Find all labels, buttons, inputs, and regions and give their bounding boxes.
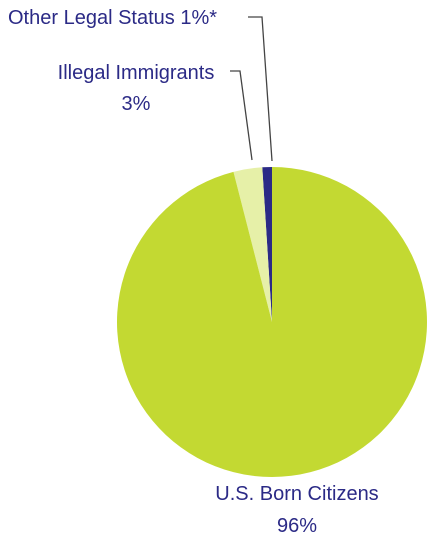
value-us-born-citizens: 96%	[277, 515, 317, 537]
leader-line-illegal-immigrants	[230, 70, 253, 161]
label-illegal-immigrants: Illegal Immigrants	[58, 62, 215, 84]
leader-line-other-legal-status	[248, 16, 273, 162]
value-illegal-immigrants: 3%	[122, 93, 151, 115]
pie-slice-illegal-immigrants	[233, 167, 272, 322]
pie-slice-other-legal-status	[262, 167, 272, 322]
label-us-born-citizens: U.S. Born Citizens	[215, 483, 378, 505]
pie-slices	[116, 166, 427, 477]
label-other-legal-status: Other Legal Status 1%*	[8, 7, 217, 29]
pie-slice-u-s-born-citizens	[116, 166, 427, 477]
